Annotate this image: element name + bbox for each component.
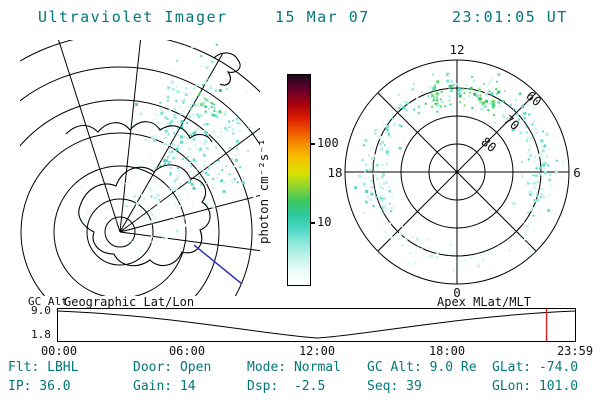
status-dsp: Dsp: -2.5	[247, 379, 326, 394]
colorbar	[287, 74, 311, 286]
mlat-label-80: 80	[478, 134, 499, 155]
time-tick-2359: 23:59	[556, 344, 594, 358]
apex-panel: 12 0 18 6 60 70 80	[327, 42, 581, 300]
mlt-label-6: 6	[573, 165, 581, 180]
left-panel-caption: Geographic Lat/Lon	[64, 295, 195, 309]
status-mode: Mode: Normal	[247, 360, 341, 375]
time-tick-0600: 06:00	[168, 344, 206, 358]
header-time: 23:01:05 UT	[452, 8, 568, 26]
geographic-panel	[20, 40, 260, 296]
status-seq: Seq: 39	[367, 379, 422, 394]
app-title: Ultraviolet Imager	[38, 8, 228, 26]
status-ip: IP: 36.0	[8, 379, 71, 394]
auroral-emission-apex	[354, 72, 565, 272]
altitude-curve	[57, 310, 576, 339]
colorbar-units-label: photon cm⁻²s⁻¹	[256, 138, 271, 244]
mlt-spokes	[345, 60, 569, 284]
gc-alt-tick-top: 9.0	[31, 304, 51, 317]
status-glat: GLat: -74.0	[492, 360, 579, 375]
mlt-label-12: 12	[449, 42, 464, 57]
colorbar-tick-100-mark	[310, 143, 315, 145]
header-date: 15 Mar 07	[275, 8, 370, 26]
status-glon: GLon: 101.0	[492, 379, 579, 394]
gc-alt-tick-bottom: 1.8	[31, 328, 51, 341]
mlt-label-18: 18	[327, 165, 342, 180]
spacecraft-track	[193, 244, 243, 285]
status-flt: Flt: LBHL	[8, 360, 79, 375]
mlat-label-70: 70	[501, 112, 522, 133]
strip-frame	[57, 308, 576, 342]
mlat-rings	[344, 59, 570, 285]
colorbar-gradient	[288, 75, 310, 285]
status-gain: Gain: 14	[133, 379, 196, 394]
status-gc-alt: GC Alt: 9.0 Re	[367, 360, 477, 375]
colorbar-tick-10: 10	[317, 215, 332, 229]
time-tick-1200: 12:00	[298, 344, 336, 358]
gc-alt-axis-label: GC Alt	[28, 295, 68, 308]
latlon-grid	[20, 40, 260, 296]
status-door: Door: Open	[133, 360, 212, 375]
time-tick-0000: 00:00	[40, 344, 78, 358]
time-tick-1800: 18:00	[428, 344, 466, 358]
gc-alt-strip	[57, 308, 576, 342]
mlt-label-0: 0	[453, 285, 461, 300]
auroral-emission-geographic	[82, 43, 257, 253]
mlat-label-60: 60	[523, 88, 544, 109]
colorbar-tick-100: 100	[317, 136, 339, 150]
coastline	[65, 52, 241, 267]
colorbar-tick-10-mark	[310, 222, 315, 224]
right-panel-caption: Apex MLat/MLT	[437, 295, 531, 309]
